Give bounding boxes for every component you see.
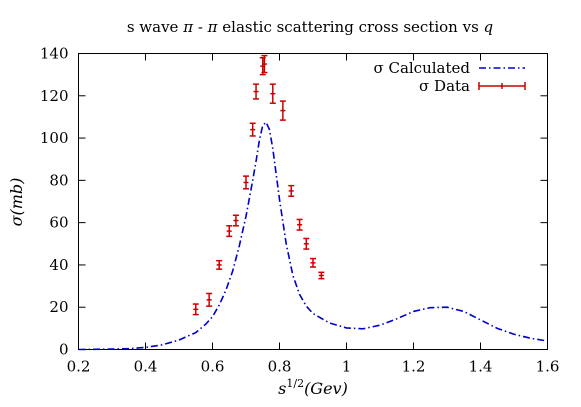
data-point	[279, 100, 286, 121]
data-point	[288, 184, 295, 197]
x-axis-label-exponent: 1/2	[286, 377, 304, 390]
chart-title-variable: q	[484, 18, 494, 36]
x-tick-label: 0.2	[67, 358, 91, 376]
data-point	[253, 83, 260, 100]
y-tick-label: 40	[49, 256, 68, 274]
x-tick-label: 1.4	[469, 358, 493, 376]
x-axis-label-units: (Gev)	[304, 379, 348, 398]
x-axis: 0.2 0.4 0.6 0.8 1 1.2 1.4 1.6	[67, 53, 560, 376]
legend-label-calculated: σ Calculated	[373, 59, 470, 77]
chart-title: s wave π - π elastic scattering cross se…	[127, 18, 493, 36]
chart-title-pi-1: π	[182, 18, 194, 36]
data-point	[296, 218, 303, 231]
y-tick-label: 140	[40, 45, 69, 63]
data-point	[303, 237, 310, 250]
legend-label-data: σ Data	[419, 77, 470, 95]
x-axis-label-base: s	[278, 379, 286, 398]
x-tick-label: 0.6	[201, 358, 225, 376]
data-point	[269, 83, 276, 104]
data-point	[243, 175, 249, 190]
y-tick-label: 120	[40, 87, 69, 105]
chart-title-mid: -	[193, 18, 208, 36]
data-point	[192, 303, 199, 316]
legend: σ Calculated σ Data	[373, 59, 526, 95]
chart-title-pi-2: π	[207, 18, 219, 36]
y-tick-label: 80	[49, 171, 68, 189]
y-tick-label: 60	[49, 214, 68, 232]
x-tick-label: 0.8	[268, 358, 292, 376]
x-tick-label: 1	[342, 358, 352, 376]
y-tick-label: 100	[40, 129, 69, 147]
y-axis: 0 20 40 60 80 100 120 140	[40, 45, 548, 359]
series-line-calculated	[78, 121, 548, 351]
data-point	[318, 271, 325, 280]
data-point	[216, 259, 223, 270]
x-tick-label: 1.2	[402, 358, 426, 376]
y-tick-label: 0	[59, 341, 69, 359]
chart-title-prefix: s wave	[127, 18, 183, 36]
chart-title-suffix: elastic scattering cross section vs	[218, 18, 484, 36]
y-tick-label: 20	[49, 298, 68, 316]
data-point	[249, 122, 256, 137]
x-axis-label: s1/2(Gev)	[278, 377, 348, 398]
data-point	[310, 257, 316, 268]
x-tick-label: 0.4	[134, 358, 158, 376]
series-layer	[78, 54, 548, 351]
data-point	[232, 214, 239, 227]
data-point	[261, 54, 268, 74]
data-point	[226, 225, 233, 238]
x-tick-label: 1.6	[536, 358, 560, 376]
y-axis-label: σ(mb)	[7, 178, 26, 227]
plot-area	[78, 53, 548, 350]
data-point	[206, 292, 213, 307]
legend-swatch-data	[478, 82, 526, 90]
